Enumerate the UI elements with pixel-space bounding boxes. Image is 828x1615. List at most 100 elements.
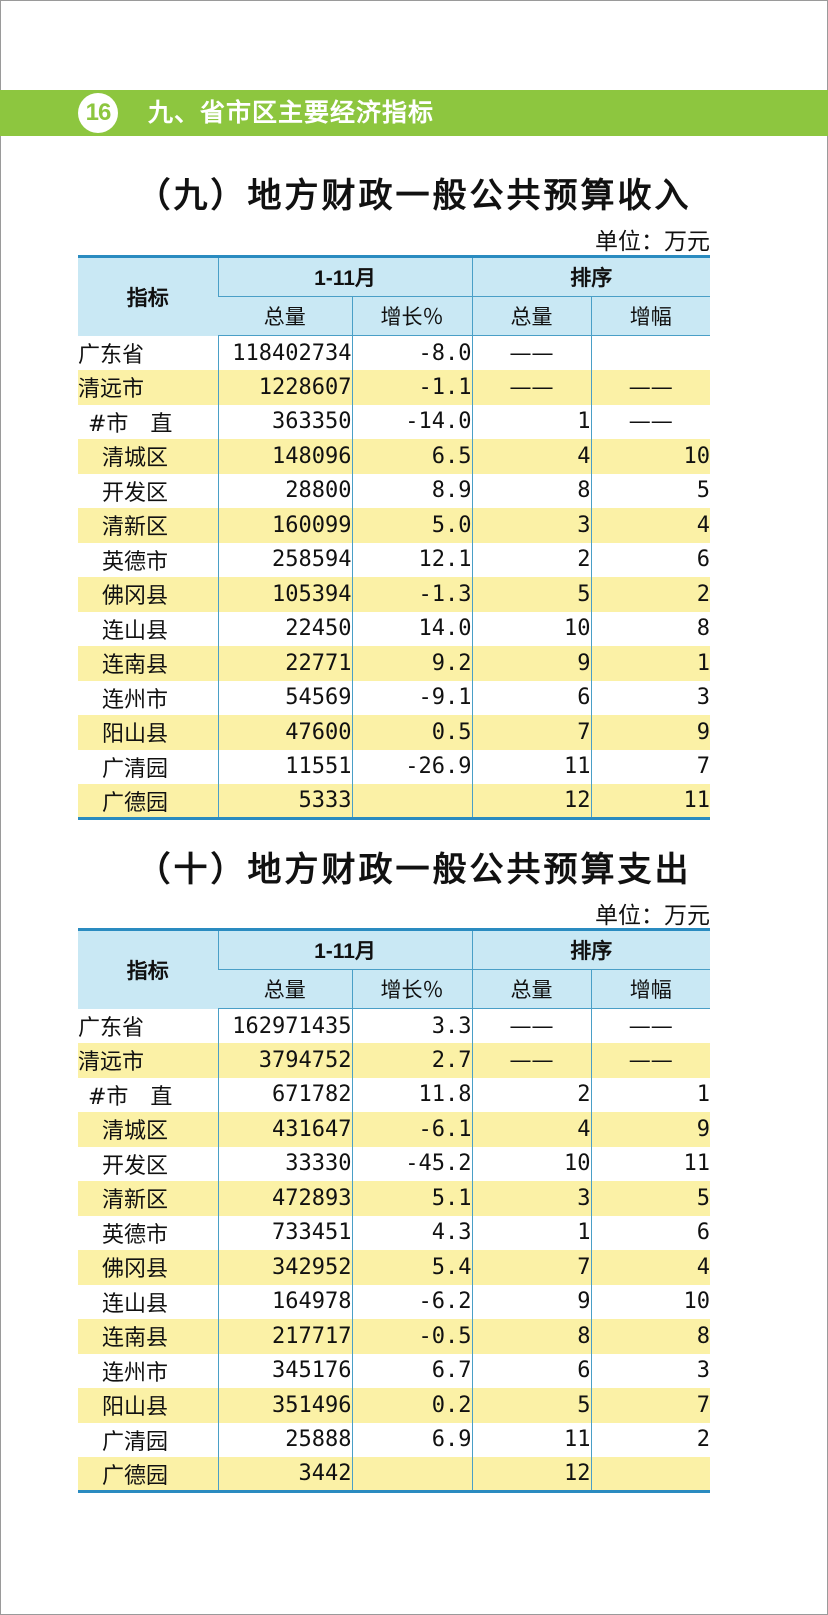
table-row: 清城区 148096 6.5 4 10	[78, 439, 710, 474]
rank-total-cell: 5	[471, 1388, 591, 1423]
rank-growth-cell: 9	[590, 715, 710, 750]
header-rank-total: 总量	[471, 296, 591, 336]
row-name: 连南县	[78, 1319, 218, 1354]
rank-growth-cell: 5	[590, 473, 710, 508]
table-row: #市 直 363350 -14.0 1 ——	[78, 404, 710, 439]
row-name: 开发区	[102, 480, 169, 506]
growth-cell: 2.7	[351, 1043, 472, 1078]
header-rank: 排序	[471, 255, 710, 297]
growth-cell: 5.4	[351, 1250, 472, 1285]
total-cell: 3442	[217, 1457, 352, 1493]
row-name: 开发区	[102, 1153, 169, 1179]
growth-cell: -6.2	[351, 1284, 472, 1319]
header-growth: 增长％	[351, 969, 472, 1009]
row-name: 英德市	[102, 1222, 169, 1248]
row-name: 清远市	[78, 1043, 218, 1078]
rank-growth-cell: 10	[590, 439, 710, 474]
expenditure-table: 指标 1-11月 排序 总量 增长％ 总量 增幅 广东省 162971435 3.3…	[78, 928, 710, 1493]
header-rank-total: 总量	[471, 969, 591, 1009]
row-name: 广东省	[78, 342, 145, 368]
rank-growth-cell: 7	[590, 1388, 710, 1423]
total-cell: 148096	[217, 439, 352, 474]
table-title-expenditure: （十）地方财政一般公共预算支出	[136, 850, 692, 890]
rank-growth-cell: 7	[590, 749, 710, 784]
growth-cell: 0.5	[351, 715, 472, 750]
total-cell: 5333	[217, 784, 352, 820]
row-name: 佛冈县	[78, 1250, 218, 1285]
total-cell: 1228607	[217, 370, 352, 405]
table-row: 英德市 258594 12.1 2 6	[78, 542, 710, 577]
growth-cell: 0.2	[351, 1388, 472, 1423]
total-cell: 671782	[217, 1077, 352, 1112]
total-cell: 160099	[217, 508, 352, 543]
header-rank-growth: 增幅	[590, 969, 710, 1009]
rank-growth-cell: 9	[590, 1112, 710, 1147]
rank-growth-cell: 4	[590, 1250, 710, 1285]
row-name: 阳山县	[78, 1388, 218, 1423]
rank-growth-cell: 11	[590, 784, 710, 820]
header-period: 1-11月	[217, 928, 472, 970]
rank-total-cell: 1	[471, 404, 591, 439]
growth-cell: -1.3	[351, 577, 472, 612]
rank-total-cell: 12	[471, 784, 591, 820]
total-cell: 345176	[217, 1353, 352, 1388]
growth-cell: -9.1	[351, 680, 472, 715]
growth-cell	[351, 1457, 472, 1493]
total-cell: 431647	[217, 1112, 352, 1147]
rank-growth-cell: ——	[590, 370, 710, 405]
growth-cell: -45.2	[351, 1146, 472, 1181]
table-row: 清城区 431647 -6.1 4 9	[78, 1112, 710, 1147]
rank-growth-cell: 5	[590, 1181, 710, 1216]
row-name: 清新区	[78, 508, 218, 543]
table-row: 开发区 28800 8.9 8 5	[78, 473, 710, 508]
unit-label-expenditure: 单位：万元	[595, 903, 710, 929]
table-row: 连州市 54569 -9.1 6 3	[78, 680, 710, 715]
row-name: 连山县	[102, 618, 169, 644]
growth-cell: -6.1	[351, 1112, 472, 1147]
rank-growth-cell	[590, 1457, 710, 1493]
total-cell: 472893	[217, 1181, 352, 1216]
table-row: 广清园 11551 -26.9 11 7	[78, 749, 710, 784]
rank-growth-cell: 6	[590, 1215, 710, 1250]
rank-total-cell: 11	[471, 1422, 591, 1457]
rank-total-cell: 9	[471, 646, 591, 681]
table-row: 清远市 3794752 2.7 —— ——	[78, 1043, 710, 1078]
header-total: 总量	[218, 969, 352, 1009]
growth-cell: -0.5	[351, 1319, 472, 1354]
table-row: 开发区 33330 -45.2 10 11	[78, 1146, 710, 1181]
total-cell: 105394	[217, 577, 352, 612]
rank-growth-cell: 2	[590, 577, 710, 612]
growth-cell: 5.1	[351, 1181, 472, 1216]
rank-total-cell: 7	[471, 715, 591, 750]
table-row: 广德园 5333 12 11	[78, 784, 710, 820]
rank-total-cell: 8	[471, 473, 591, 508]
total-cell: 118402734	[217, 335, 352, 370]
header-period: 1-11月	[217, 255, 472, 297]
page-number-badge: 16	[78, 93, 118, 133]
row-name: 清城区	[78, 1112, 218, 1147]
growth-cell: 5.0	[351, 508, 472, 543]
row-name: 广清园	[102, 756, 169, 782]
header-indicator: 指标	[78, 928, 218, 1009]
row-name: 佛冈县	[78, 577, 218, 612]
growth-cell: 6.9	[351, 1422, 472, 1457]
total-cell: 363350	[217, 404, 352, 439]
rank-growth-cell: 8	[590, 1319, 710, 1354]
row-name: 连山县	[102, 1291, 169, 1317]
table-row: 连州市 345176 6.7 6 3	[78, 1353, 710, 1388]
total-cell: 162971435	[217, 1008, 352, 1043]
rank-growth-cell: 11	[590, 1146, 710, 1181]
rank-total-cell: ——	[471, 370, 591, 405]
growth-cell: 11.8	[351, 1077, 472, 1112]
rank-total-cell: 12	[471, 1457, 591, 1493]
table-row: 清新区 160099 5.0 3 4	[78, 508, 710, 543]
rank-total-cell: 10	[471, 611, 591, 646]
total-cell: 22450	[217, 611, 352, 646]
growth-cell: 9.2	[351, 646, 472, 681]
rank-total-cell: 5	[471, 577, 591, 612]
rank-total-cell: 10	[471, 1146, 591, 1181]
total-cell: 258594	[217, 542, 352, 577]
rank-total-cell: 11	[471, 749, 591, 784]
total-cell: 33330	[217, 1146, 352, 1181]
header-rank: 排序	[471, 928, 710, 970]
